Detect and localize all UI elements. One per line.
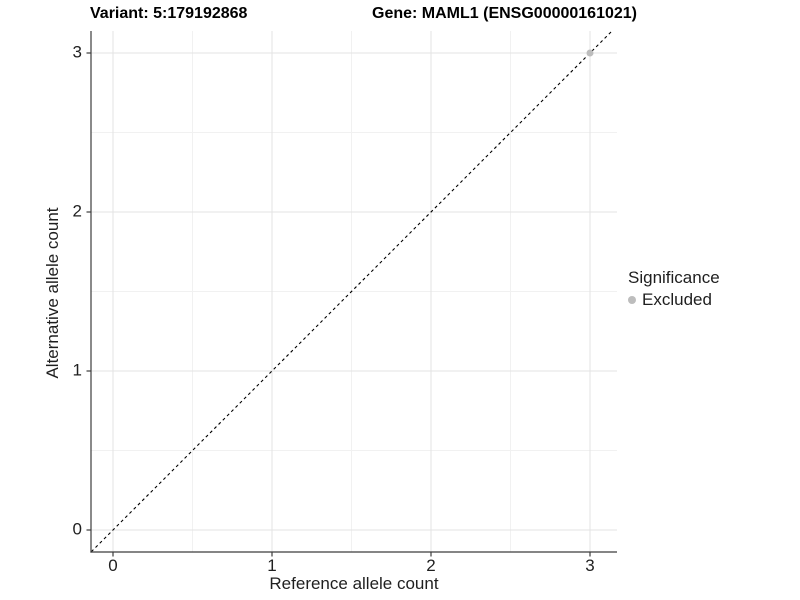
x-tick-label: 1 (267, 556, 277, 575)
legend-item-excluded: Excluded (628, 289, 720, 310)
y-tick-label: 3 (72, 42, 82, 62)
x-axis-label: Reference allele count (269, 574, 439, 593)
x-tick-label: 2 (426, 556, 436, 575)
y-tick-label: 1 (72, 360, 82, 380)
plot-title-gene: Gene: MAML1 (ENSG00000161021) (372, 5, 637, 22)
x-tick-label: 3 (585, 556, 595, 575)
data-point (586, 49, 594, 57)
legend: Significance Excluded (628, 267, 720, 310)
excluded-point-icon (628, 295, 636, 304)
y-tick-label: 2 (72, 201, 82, 221)
identity-line (91, 31, 613, 552)
legend-title: Significance (628, 268, 720, 287)
y-axis-label: Alternative allele count (43, 207, 62, 379)
y-tick-label: 0 (72, 519, 82, 539)
plot-title-variant: Variant: 5:179192868 (90, 5, 248, 22)
legend-item-label: Excluded (642, 290, 712, 309)
x-tick-label: 0 (108, 556, 118, 575)
